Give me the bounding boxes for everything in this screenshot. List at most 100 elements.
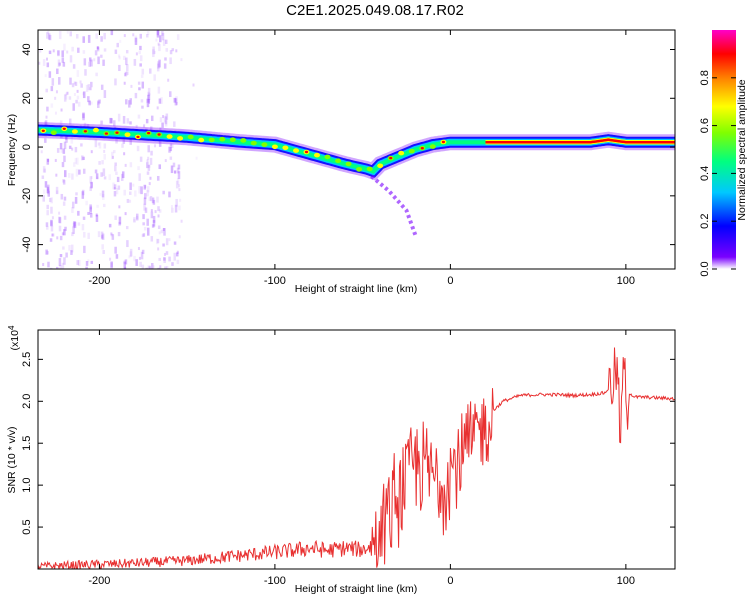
spectrogram-noise-speck bbox=[46, 106, 49, 112]
spectrogram-noise-speck bbox=[146, 162, 149, 169]
ridge-blob bbox=[92, 127, 99, 133]
spectrogram-noise-speck bbox=[73, 221, 77, 229]
spectrogram-noise-speck bbox=[129, 251, 133, 258]
spectrogram-noise-speck bbox=[58, 258, 62, 267]
spectrogram-noise-speck bbox=[71, 232, 74, 237]
spectrogram-noise-speck bbox=[178, 184, 181, 188]
snr-y-multiplier-base: (x10 bbox=[9, 330, 21, 351]
spectrogram-x-axis-label: Height of straight line (km) bbox=[295, 283, 418, 295]
spectrogram-noise-speck bbox=[124, 266, 127, 269]
spectrogram-noise-speck bbox=[159, 127, 162, 131]
spectrogram-noise-speck bbox=[74, 196, 78, 204]
spectrogram-noise-speck bbox=[69, 55, 73, 63]
spectrogram-noise-speck bbox=[140, 186, 143, 195]
snr-line bbox=[38, 347, 675, 569]
spectrogram-noise-speck bbox=[147, 87, 151, 96]
spectrogram-noise-speck bbox=[158, 164, 162, 170]
spectrogram-noise-speck bbox=[159, 265, 162, 269]
spectrogram-noise-speck bbox=[148, 164, 151, 168]
spectrogram-noise-speck bbox=[126, 71, 129, 75]
spectrogram-noise-speck bbox=[45, 115, 48, 119]
spectrogram-noise-speck bbox=[44, 181, 48, 188]
spectrogram-noise-speck bbox=[169, 50, 173, 55]
spectrogram-noise-speck bbox=[94, 50, 98, 56]
spectrogram-noise-speck bbox=[141, 105, 144, 109]
spectrogram-noise-speck bbox=[161, 32, 165, 41]
spectrogram-noise-speck bbox=[102, 168, 106, 177]
spectrogram-noise-speck bbox=[71, 173, 74, 180]
spectrogram-noise-speck bbox=[123, 261, 127, 269]
colorbar-ticks: 0.0 0.2 0.4 0.6 0.8 bbox=[699, 70, 736, 277]
spectrogram-noise-speck bbox=[148, 197, 151, 201]
spectrogram-noise-speck bbox=[150, 209, 153, 213]
spectrogram-y-axis-label: Frequency (Hz) bbox=[6, 114, 18, 186]
spectrogram-noise-speck bbox=[47, 190, 51, 197]
spectrogram-noise-speck bbox=[59, 235, 63, 241]
snr-x-tick-label: -200 bbox=[88, 575, 110, 587]
spectrogram-noise-speck bbox=[52, 233, 55, 237]
spectrogram-noise-speck bbox=[63, 257, 66, 265]
spectrogram-noise-speck bbox=[75, 168, 79, 177]
ridge-blob bbox=[408, 148, 415, 154]
spectrogram-noise-speck bbox=[150, 150, 153, 156]
spectrogram-noise-speck bbox=[50, 219, 53, 226]
spectrogram-noise-speck bbox=[42, 195, 45, 202]
spectrogram-noise-speck bbox=[50, 206, 53, 214]
spectrogram-noise-speck bbox=[137, 114, 141, 119]
spectrogram-noise-speck bbox=[77, 210, 80, 216]
spectrogram-noise-speck bbox=[87, 34, 91, 43]
spectrogram-noise-speck bbox=[147, 93, 151, 100]
snr-plot: -200 -100 0 100 0.5 1.0 1.5 2.0 2.5 Height of st… bbox=[6, 325, 676, 595]
spectrogram-noise-speck bbox=[121, 171, 125, 179]
spectrogram-noise-speck bbox=[152, 49, 155, 58]
spectrogram-noise-speck bbox=[133, 58, 137, 66]
spectrogram-noise-speck bbox=[162, 228, 165, 232]
spectrogram-noise-speck bbox=[58, 225, 62, 232]
spectrogram-noise-speck bbox=[40, 150, 43, 154]
spectrogram-noise-speck bbox=[59, 254, 63, 258]
spectrogram-noise-speck bbox=[169, 143, 172, 147]
spectrogram-noise-speck bbox=[84, 69, 87, 76]
spectrogram-noise-speck bbox=[58, 62, 61, 66]
spectrogram-noise-speck bbox=[158, 59, 161, 68]
spectrogram-noise-speck bbox=[139, 45, 142, 51]
spectrogram-noise-speck bbox=[158, 98, 162, 104]
spectrogram-noise-speck bbox=[103, 203, 106, 208]
spectrogram-noise-speck bbox=[161, 31, 164, 36]
spectrogram-noise-speck bbox=[113, 120, 116, 127]
ridge-blob bbox=[335, 158, 342, 163]
spectrogram-noise-speck bbox=[77, 259, 81, 266]
spectrogram-noise-speck bbox=[102, 59, 105, 66]
spectrogram-noise-speck bbox=[125, 57, 128, 66]
spectrogram-noise-speck bbox=[98, 161, 101, 165]
spectrogram-noise-speck bbox=[123, 55, 126, 61]
spectrogram-noise-speck bbox=[135, 52, 138, 56]
spectrogram-noise-speck bbox=[152, 265, 155, 269]
snr-series bbox=[38, 347, 675, 569]
spectrogram-noise-speck bbox=[114, 49, 118, 54]
ridge-blob bbox=[187, 134, 194, 140]
spectrogram-noise-speck bbox=[156, 30, 160, 38]
spectrogram-noise-speck bbox=[68, 245, 71, 251]
spectrogram-noise-speck bbox=[89, 186, 92, 192]
spectrogram-noise-speck bbox=[44, 74, 47, 78]
spectrogram-noise-speck bbox=[71, 83, 75, 88]
spectrogram-noise-speck bbox=[148, 265, 152, 269]
spectrogram-noise-speck bbox=[145, 118, 149, 124]
spectrogram-noise-speck bbox=[139, 156, 143, 162]
spectrogram-noise-speck bbox=[94, 139, 98, 148]
spectrogram-noise-speck bbox=[164, 120, 168, 127]
spectrogram-noise-speck bbox=[90, 101, 93, 105]
spectrogram-noise-speck bbox=[76, 89, 79, 93]
spectrogram-noise-speck bbox=[82, 112, 85, 121]
spectrogram-noise-speck bbox=[170, 165, 174, 174]
ridge-peak bbox=[62, 127, 66, 130]
spectrogram-noise-speck bbox=[163, 63, 167, 69]
ridge-blob bbox=[271, 144, 278, 150]
spectrogram-noise-speck bbox=[144, 207, 148, 213]
spectrogram-noise-speck bbox=[50, 86, 54, 92]
spectrogram-noise-speck bbox=[83, 58, 87, 66]
spectrogram-noise-speck bbox=[82, 36, 85, 43]
